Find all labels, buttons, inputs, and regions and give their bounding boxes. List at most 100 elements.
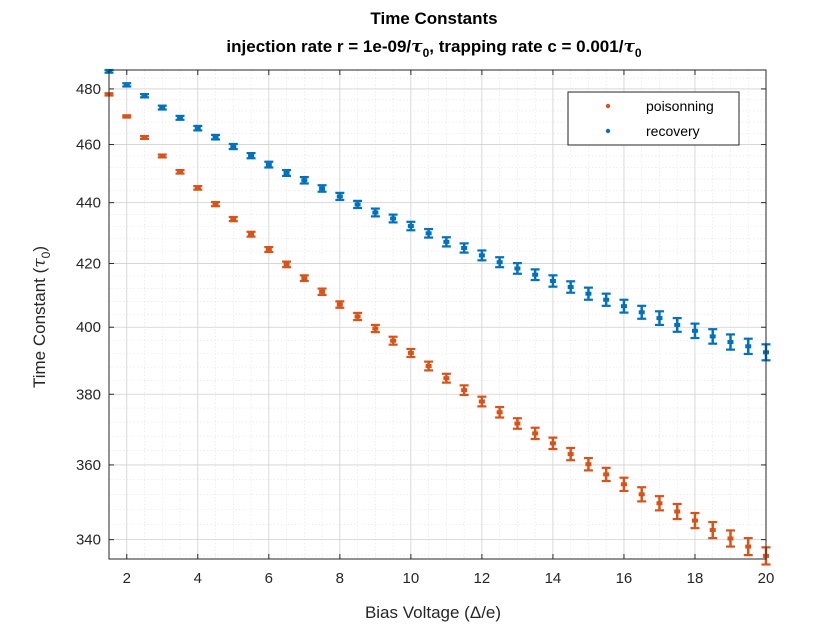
subtitle-tau-2: τ (623, 37, 635, 57)
marker-recovery (638, 310, 645, 315)
data-point-recovery (583, 286, 593, 301)
x-tick-label: 8 (336, 570, 344, 587)
data-point-recovery (264, 160, 274, 169)
marker-recovery (656, 316, 663, 321)
y-axis-ticks: 340 360 380 400 420 440 460 480 (76, 81, 766, 549)
y-label-part-2: ) (30, 246, 49, 252)
data-point-recovery (406, 220, 416, 232)
marker-poisonning (283, 262, 290, 267)
marker-poisonning (567, 452, 574, 457)
marker-recovery (194, 126, 201, 131)
marker-recovery (745, 344, 752, 349)
data-point-recovery (512, 262, 522, 275)
chart-title: Time Constants (370, 9, 497, 28)
data-point-poisonning (157, 153, 167, 159)
data-point-poisonning (246, 230, 256, 238)
x-label-delta: Δ (470, 603, 481, 622)
chart-subtitle: injection rate r = 1e-09/τ0, trapping ra… (226, 37, 641, 60)
marker-recovery (603, 297, 610, 302)
marker-poisonning (372, 326, 379, 331)
y-label-part-1: Time Constant ( (30, 267, 49, 388)
data-point-poisonning (175, 168, 185, 175)
y-tick-label: 480 (76, 81, 101, 98)
data-point-poisonning (424, 360, 434, 372)
data-point-recovery (211, 133, 221, 141)
marker-recovery (567, 285, 574, 290)
data-point-poisonning (140, 134, 150, 140)
marker-poisonning (177, 169, 184, 174)
marker-poisonning (230, 217, 237, 222)
marker-recovery (478, 253, 485, 258)
data-point-poisonning (566, 446, 576, 462)
data-point-poisonning (583, 456, 593, 472)
data-point-poisonning (299, 274, 309, 283)
y-label-tau: τ (30, 258, 50, 268)
marker-poisonning (141, 135, 148, 140)
data-point-poisonning (725, 529, 735, 548)
y-label-sub: 0 (39, 251, 53, 258)
data-point-poisonning (708, 520, 718, 540)
marker-recovery (585, 291, 592, 296)
marker-recovery (425, 231, 432, 236)
data-point-poisonning (495, 405, 505, 419)
subtitle-part-2: , trapping rate c = 0.001/ (429, 37, 623, 56)
marker-poisonning (514, 421, 521, 426)
marker-poisonning (585, 462, 592, 467)
y-tick-label: 420 (76, 255, 101, 272)
x-label-part-2: /e) (481, 603, 501, 622)
marker-poisonning (443, 376, 450, 381)
marker-recovery (177, 115, 184, 120)
marker-poisonning (532, 431, 539, 436)
x-label-part-1: Bias Voltage ( (365, 603, 470, 622)
marker-recovery (496, 260, 503, 265)
data-point-recovery (708, 328, 718, 345)
data-point-poisonning (530, 426, 540, 441)
data-point-recovery (743, 337, 753, 356)
data-point-recovery (441, 236, 451, 248)
data-point-recovery (175, 114, 185, 121)
marker-poisonning (709, 528, 716, 533)
data-point-poisonning (601, 466, 611, 483)
marker-poisonning (620, 482, 627, 487)
x-tick-label: 14 (545, 570, 562, 587)
marker-recovery (727, 340, 734, 345)
data-point-poisonning (211, 200, 221, 208)
x-tick-label: 20 (758, 570, 775, 587)
subtitle-sub-1: 0 (423, 46, 430, 60)
data-point-recovery (601, 292, 611, 307)
x-tick-label: 6 (265, 570, 273, 587)
data-point-poisonning (282, 260, 292, 269)
marker-recovery (212, 135, 219, 140)
y-tick-label: 400 (76, 319, 101, 336)
marker-poisonning (336, 302, 343, 307)
marker-poisonning (496, 410, 503, 415)
legend: poisonning recovery (567, 91, 740, 146)
plot-frame (108, 69, 767, 560)
data-point-poisonning (335, 300, 345, 309)
data-point-poisonning (477, 395, 487, 408)
x-tick-label: 12 (474, 570, 491, 587)
data-point-poisonning (228, 215, 238, 223)
marker-recovery (390, 216, 397, 221)
data-point-recovery (370, 207, 380, 218)
marker-poisonning (691, 518, 698, 523)
data-point-poisonning (264, 245, 274, 254)
data-point-recovery (317, 184, 327, 193)
marker-poisonning (212, 202, 219, 207)
marker-poisonning (425, 364, 432, 369)
data-point-poisonning (459, 384, 469, 397)
marker-poisonning (407, 350, 414, 355)
y-tick-label: 380 (76, 386, 101, 403)
marker-poisonning (549, 441, 556, 446)
marker-recovery (141, 93, 148, 98)
marker-recovery (265, 162, 272, 167)
data-point-recovery (637, 304, 647, 320)
marker-recovery (354, 202, 361, 207)
y-tick-label: 440 (76, 195, 101, 212)
marker-poisonning (603, 472, 610, 477)
data-point-recovery (619, 298, 629, 314)
x-axis-label: Bias Voltage (Δ/e) (365, 603, 501, 622)
data-point-recovery (566, 280, 576, 294)
marker-recovery (709, 334, 716, 339)
data-point-poisonning (690, 511, 700, 530)
